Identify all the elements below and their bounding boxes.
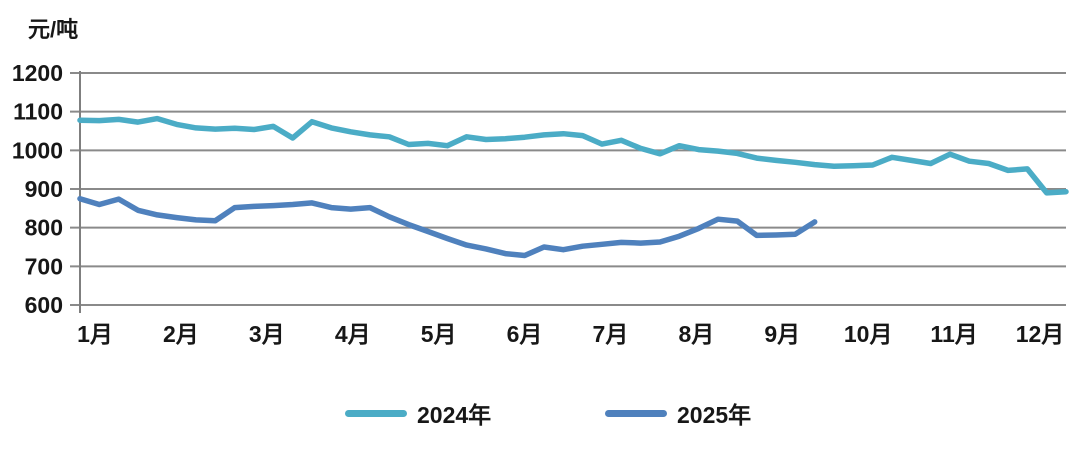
x-tick-label: 11月 [930, 321, 977, 347]
y-tick-label: 1200 [12, 60, 63, 86]
x-tick-label: 9月 [764, 321, 800, 347]
y-tick-label: 1100 [13, 99, 63, 125]
chart-legend: 2024年 2025年 [0, 398, 1080, 434]
x-tick-label: 12月 [1016, 321, 1065, 347]
x-tick-label: 10月 [844, 321, 893, 347]
x-tick-label: 2月 [163, 321, 199, 347]
legend-swatch-2025-icon [605, 409, 667, 417]
y-tick-label: 800 [25, 215, 63, 241]
series-line-2025年 [77, 195, 818, 259]
line-chart: 1200 1100 1000 900 800 700 600 1月 2月 3月 4月 5月 6月 7月 8月… [12, 60, 1069, 347]
x-tick-label: 8月 [678, 321, 714, 347]
x-tick-label: 1月 [77, 321, 113, 347]
x-tick-label: 6月 [507, 321, 543, 347]
x-tick-label: 3月 [249, 321, 285, 347]
y-tick-label: 700 [25, 253, 63, 279]
legend-item-2024: 2024年 [345, 398, 491, 428]
legend-label-2025: 2025年 [677, 402, 752, 428]
legend-swatch-2024-icon [345, 409, 407, 417]
legend-label-2024: 2024年 [417, 402, 492, 428]
x-tick-label: 4月 [335, 321, 371, 347]
y-tick-label: 900 [25, 176, 63, 202]
y-axis-unit-label: 元/吨 [28, 17, 79, 42]
legend-item-2025: 2025年 [605, 398, 751, 428]
series-line-2024年 [77, 115, 1069, 196]
y-tick-label: 1000 [12, 137, 63, 163]
x-tick-label: 7月 [593, 321, 629, 347]
x-tick-label: 5月 [421, 321, 457, 347]
y-tick-label: 600 [25, 292, 63, 318]
